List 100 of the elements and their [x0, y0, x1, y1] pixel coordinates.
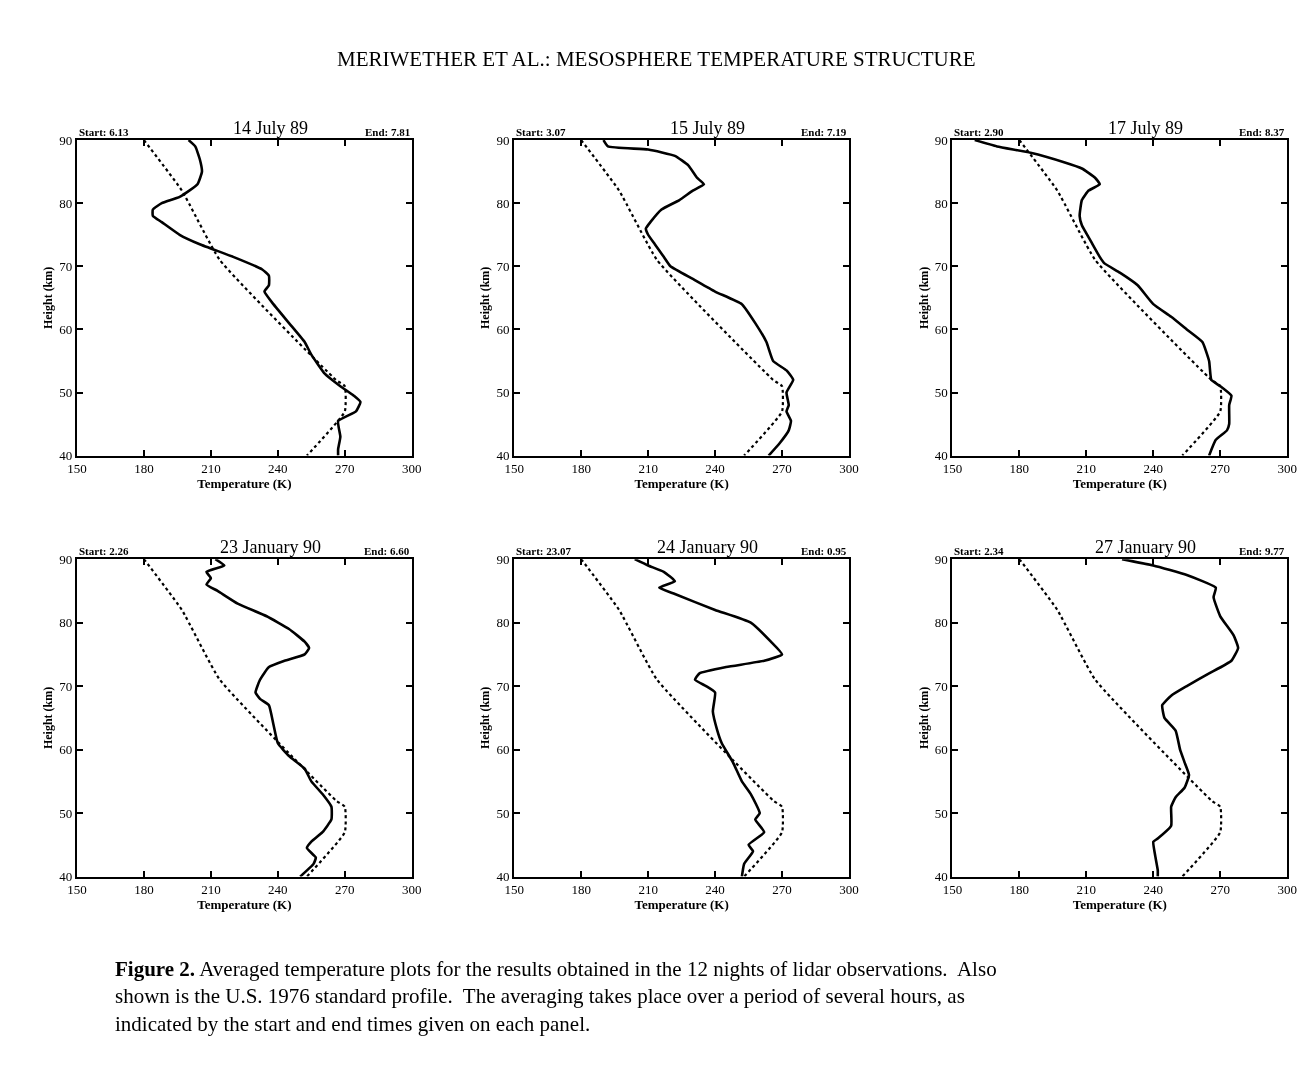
x-tick-label: 270 [772, 882, 792, 898]
x-tick-label: 210 [638, 882, 658, 898]
x-tick-label: 240 [1143, 882, 1164, 898]
x-axis-title: Temperature (K) [197, 476, 292, 492]
x-tick-label: 240 [268, 461, 288, 477]
y-tick-label: 60 [496, 742, 510, 758]
text: End: 7.19 [801, 126, 847, 138]
y-tick-label: 40 [496, 869, 510, 885]
y-tick-label: 90 [59, 551, 73, 567]
chart-title: 17 July 89 [1108, 118, 1184, 138]
x-axis-title: Temperature (K) [1072, 476, 1167, 492]
x-tick-label: 180 [134, 882, 154, 898]
x-tick-label: 300 [402, 882, 422, 898]
y-tick-label: 50 [496, 385, 510, 401]
x-tick-label: 270 [335, 882, 355, 898]
y-tick-label: 90 [934, 132, 948, 148]
x-axis-title: Temperature (K) [1072, 897, 1167, 913]
x-tick-label: 240 [705, 882, 725, 898]
y-tick-label: 40 [59, 448, 73, 464]
x-tick-label: 210 [1076, 882, 1097, 898]
chart-title: 14 July 89 [233, 118, 309, 138]
x-tick-label: 180 [1009, 461, 1030, 477]
caption: Figure 2. [115, 957, 196, 981]
x-tick-label: 210 [201, 882, 221, 898]
x-tick-label: 300 [839, 461, 859, 477]
text: Start: 6.13 [79, 126, 129, 138]
x-tick-label: 180 [571, 461, 591, 477]
y-axis-title: Height (km) [916, 266, 931, 330]
y-tick-label: 90 [496, 132, 510, 148]
text: MERIWETHER ET AL.: MESOSPHERE TEMPERATURE STRUCTURE [337, 47, 976, 71]
y-tick-label: 70 [496, 258, 510, 274]
text: Start: 2.26 [79, 545, 129, 557]
y-tick-label: 80 [59, 615, 73, 631]
y-tick-label: 50 [59, 805, 73, 821]
y-tick-label: 40 [496, 448, 510, 464]
y-tick-label: 40 [934, 869, 948, 885]
y-axis-title: Height (km) [41, 686, 56, 750]
x-tick-label: 150 [942, 461, 963, 477]
y-tick-label: 40 [59, 869, 73, 885]
x-axis-title: Temperature (K) [634, 476, 729, 492]
chart-title: 15 July 89 [670, 118, 746, 138]
y-tick-label: 80 [59, 195, 73, 211]
x-tick-label: 150 [67, 461, 87, 477]
text: Start: 23.07 [516, 545, 572, 557]
chart-title: 27 January 90 [1095, 537, 1196, 557]
y-tick-label: 60 [934, 321, 948, 337]
y-tick-label: 70 [59, 258, 73, 274]
y-tick-label: 80 [934, 195, 948, 211]
y-axis-title: Height (km) [41, 266, 56, 330]
x-tick-label: 150 [942, 882, 963, 898]
x-tick-label: 270 [772, 461, 792, 477]
y-tick-label: 70 [934, 258, 948, 274]
text: End: 8.37 [1239, 126, 1285, 138]
text: Start: 2.34 [954, 545, 1004, 557]
y-tick-label: 60 [59, 742, 73, 758]
y-tick-label: 80 [496, 195, 510, 211]
y-axis-title: Height (km) [916, 686, 931, 750]
x-tick-label: 240 [705, 461, 725, 477]
text: End: 6.60 [364, 545, 410, 557]
x-tick-label: 270 [1210, 461, 1231, 477]
y-tick-label: 70 [496, 678, 510, 694]
y-tick-label: 80 [934, 615, 948, 631]
y-tick-label: 90 [59, 132, 73, 148]
y-tick-label: 50 [934, 385, 948, 401]
x-tick-label: 150 [67, 882, 87, 898]
text: Start: 2.90 [954, 126, 1004, 138]
x-tick-label: 270 [335, 461, 355, 477]
text: End: 7.81 [365, 126, 411, 138]
y-tick-label: 90 [496, 551, 510, 567]
x-tick-label: 150 [504, 882, 524, 898]
x-tick-label: 210 [201, 461, 221, 477]
text: End: 0.95 [801, 545, 847, 557]
y-axis-title: Height (km) [478, 686, 493, 750]
x-tick-label: 300 [402, 461, 422, 477]
chart-title: 24 January 90 [657, 537, 758, 557]
x-tick-label: 240 [268, 882, 288, 898]
x-tick-label: 180 [571, 882, 591, 898]
y-tick-label: 50 [59, 385, 73, 401]
text: End: 9.77 [1239, 545, 1285, 557]
y-tick-label: 60 [59, 321, 73, 337]
x-tick-label: 150 [504, 461, 524, 477]
y-tick-label: 50 [496, 805, 510, 821]
y-tick-label: 70 [934, 678, 948, 694]
x-tick-label: 210 [1076, 461, 1097, 477]
y-axis-title: Height (km) [478, 266, 493, 330]
y-tick-label: 60 [496, 321, 510, 337]
x-tick-label: 300 [1277, 461, 1297, 477]
y-tick-label: 90 [934, 551, 948, 567]
text: Start: 3.07 [516, 126, 566, 138]
y-tick-label: 80 [496, 615, 510, 631]
x-tick-label: 210 [638, 461, 658, 477]
x-axis-title: Temperature (K) [634, 897, 729, 913]
y-tick-label: 50 [934, 805, 948, 821]
x-tick-label: 240 [1143, 461, 1164, 477]
x-axis-title: Temperature (K) [197, 897, 292, 913]
x-tick-label: 300 [839, 882, 859, 898]
chart-title: 23 January 90 [220, 537, 321, 557]
y-tick-label: 70 [59, 678, 73, 694]
x-tick-label: 180 [1009, 882, 1030, 898]
x-tick-label: 300 [1277, 882, 1297, 898]
